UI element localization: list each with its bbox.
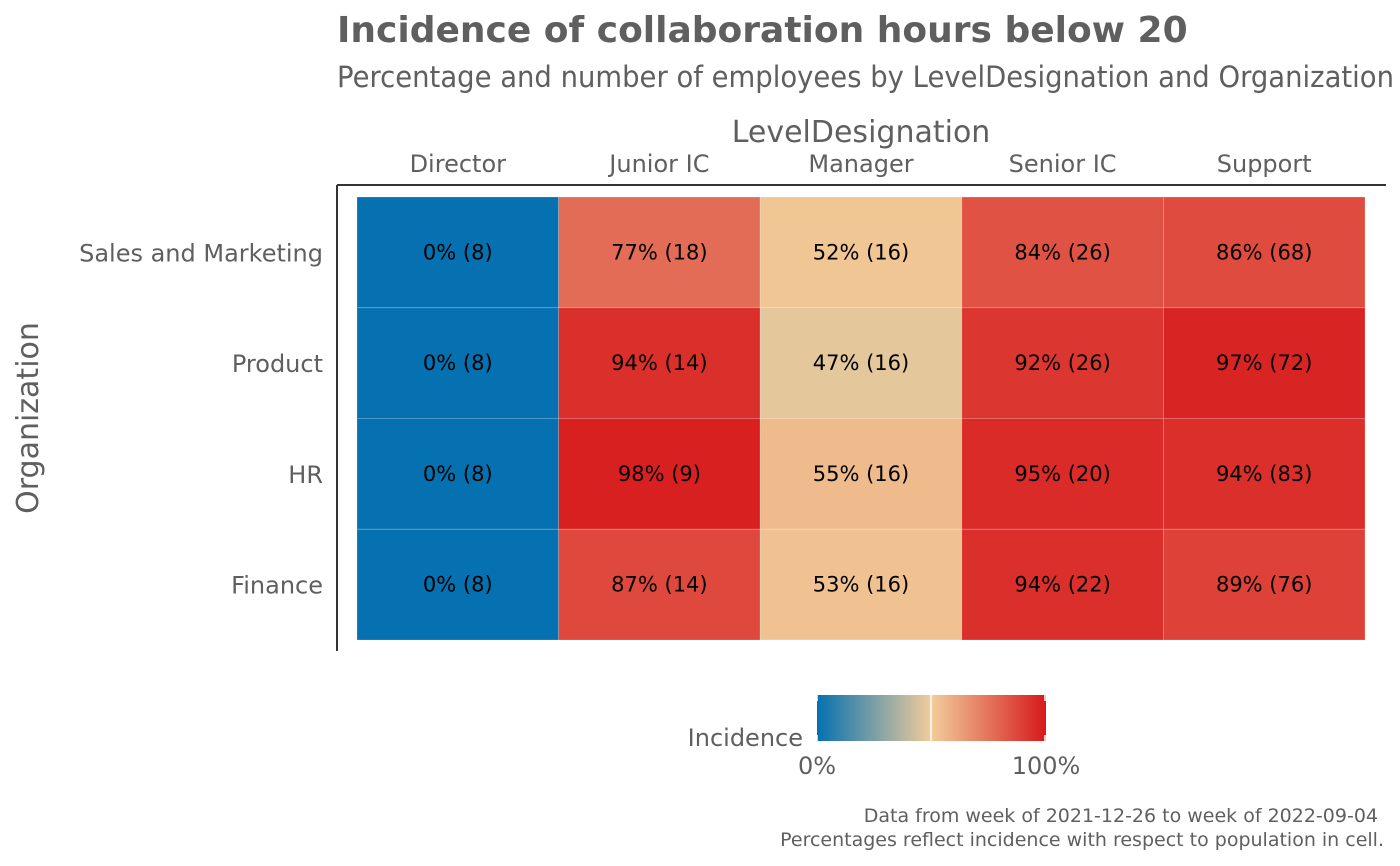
chart-subtitle: Percentage and number of employees by Le…	[337, 60, 1394, 94]
heatmap-cell-label: 55% (16)	[813, 462, 909, 486]
heatmap-cell	[558, 528, 761, 641]
heatmap-cell-label: 47% (16)	[813, 351, 909, 375]
heatmap-cell-label: 53% (16)	[813, 573, 909, 597]
heatmap-cell-label: 0% (8)	[423, 240, 493, 264]
heatmap-cell-label: 94% (22)	[1014, 573, 1110, 597]
heatmap-cell	[356, 196, 560, 309]
heatmap-cell	[356, 418, 560, 530]
heatmap-cell	[961, 196, 1164, 309]
x-tick-label: Junior IC	[607, 150, 709, 178]
x-tick-labels: Director Junior IC Manager Senior IC Support	[410, 150, 1312, 178]
heatmap-cell	[558, 418, 761, 530]
legend-tick-label-high: 100%	[1012, 752, 1081, 780]
heatmap-cell	[961, 307, 1164, 419]
legend-tick-label-low: 0%	[798, 752, 836, 780]
x-tick-label: Senior IC	[1009, 150, 1117, 178]
x-tick-label: Support	[1217, 150, 1312, 178]
heatmap-cell-label: 0% (8)	[423, 351, 493, 375]
heatmap-cell-label: 84% (26)	[1014, 240, 1110, 264]
heatmap-cell	[961, 418, 1164, 530]
caption-line-2: Percentages reflect incidence with respe…	[780, 829, 1384, 851]
x-tick-label: Manager	[808, 150, 913, 178]
heatmap-cell-label: 77% (18)	[611, 240, 707, 264]
heatmap-cell	[356, 528, 560, 641]
heatmap-cell-label: 0% (8)	[423, 573, 493, 597]
y-tick-label: Finance	[231, 572, 323, 600]
heatmap-cell-label: 92% (26)	[1014, 351, 1110, 375]
color-legend: Incidence 0% 100%	[688, 695, 1081, 780]
heatmap-cell-label: 95% (20)	[1014, 462, 1110, 486]
heatmap-cell-label: 89% (76)	[1216, 573, 1312, 597]
heatmap-cell	[1163, 196, 1366, 309]
heatmap-cell-label: 98% (9)	[618, 462, 701, 486]
heatmap-cell	[356, 307, 560, 419]
heatmap-cell-label: 52% (16)	[813, 240, 909, 264]
heatmap-cell-label: 94% (14)	[611, 351, 707, 375]
x-axis-title: LevelDesignation	[732, 115, 991, 150]
heatmap-cell	[759, 528, 963, 641]
y-tick-label: Product	[232, 350, 323, 378]
heatmap-cell-label: 94% (83)	[1216, 462, 1312, 486]
heatmap-cell	[558, 196, 761, 309]
y-tick-label: HR	[288, 461, 323, 489]
heatmap-cell-label: 97% (72)	[1216, 351, 1312, 375]
y-tick-labels: Sales and Marketing Product HR Finance	[79, 239, 323, 599]
chart-title: Incidence of collaboration hours below 2…	[337, 10, 1188, 51]
heatmap-cell-label: 86% (68)	[1216, 240, 1312, 264]
heatmap-cells: 0% (8) 77% (18) 52% (16) 84% (26) 86% (68) 0%…	[356, 196, 1366, 641]
heatmap-cell	[1163, 307, 1366, 419]
heatmap-cell	[759, 196, 963, 309]
y-tick-label: Sales and Marketing	[79, 239, 323, 267]
heatmap-cell-label: 87% (14)	[611, 573, 707, 597]
y-axis-title: Organization	[11, 322, 46, 514]
x-tick-label: Director	[410, 150, 507, 178]
caption-line-1: Data from week of 2021-12-26 to week of …	[864, 805, 1378, 827]
heatmap-cell	[558, 307, 761, 419]
heatmap-cell	[759, 418, 963, 530]
heatmap-cell	[1163, 418, 1366, 530]
heatmap-cell-label: 0% (8)	[423, 462, 493, 486]
legend-title: Incidence	[688, 724, 803, 752]
heatmap-cell	[759, 307, 963, 419]
heatmap-cell	[1163, 528, 1366, 641]
